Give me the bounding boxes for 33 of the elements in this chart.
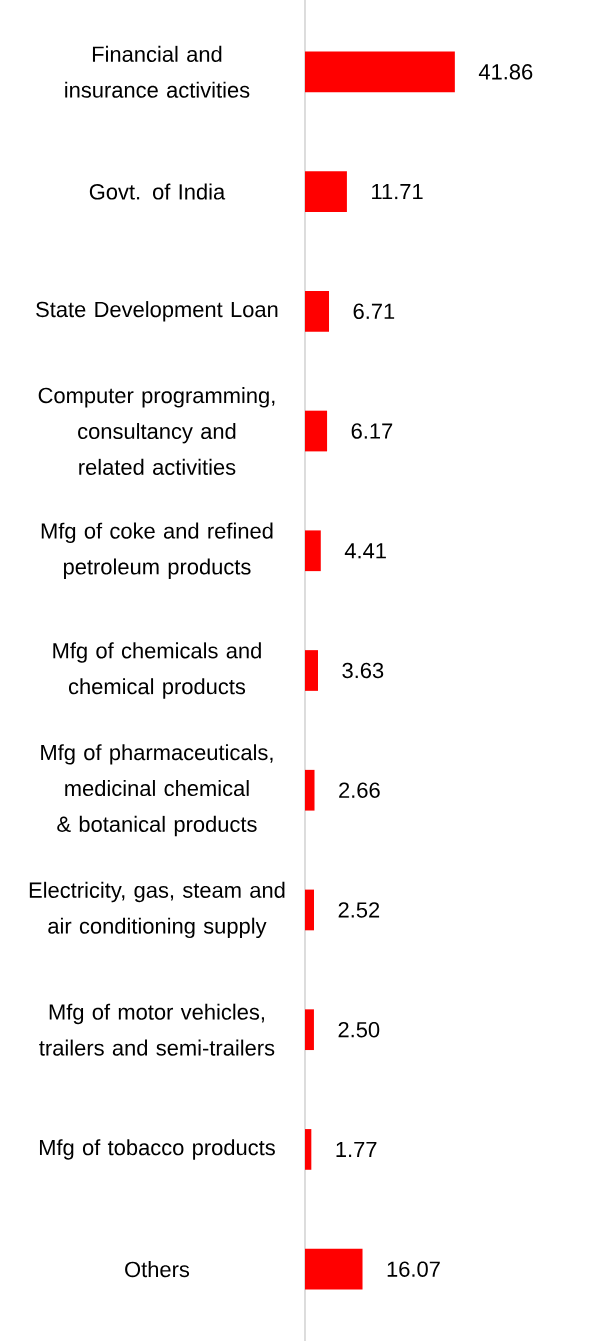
y-tick-label: Mfg of motor vehicles, trailers and semi-trailers xyxy=(39,1003,275,1056)
bar xyxy=(304,51,455,93)
y-tick-label: Electricity, gas, steam and air conditioning supply xyxy=(29,881,285,939)
bar xyxy=(304,769,315,811)
bar xyxy=(304,290,330,332)
data-label: 6.71 xyxy=(353,303,395,320)
bar xyxy=(304,1248,363,1290)
bar xyxy=(304,889,315,931)
y-tick-label: Others xyxy=(125,1261,190,1278)
data-label: 1.77 xyxy=(336,1141,377,1157)
y-tick-label: Mfg of pharmaceuticals, medicinal chemical & botanical products xyxy=(41,744,273,837)
y-tick-label: State Development Loan xyxy=(36,301,278,322)
y-tick-label: Mfg of chemicals and chemical products xyxy=(53,642,261,699)
bar xyxy=(304,1009,314,1051)
y-tick-label: Computer programming, consultancy and related activities xyxy=(38,387,275,475)
data-label: 2.66 xyxy=(339,782,380,798)
data-label: 6.17 xyxy=(351,423,393,439)
y-tick-label: Mfg of coke and refined petroleum products xyxy=(41,522,273,579)
y-tick-label: Financial and insurance activities xyxy=(65,45,250,98)
bar xyxy=(304,530,321,572)
bar xyxy=(304,1129,312,1170)
y-tick-label: Govt. of India xyxy=(89,183,226,200)
data-label: 3.63 xyxy=(342,662,384,679)
bar xyxy=(304,171,347,212)
data-label: 16.07 xyxy=(387,1261,440,1277)
y-tick-label: Mfg of tobacco products xyxy=(39,1139,275,1160)
data-label: 41.86 xyxy=(478,64,533,80)
bar xyxy=(304,410,328,452)
data-label: 2.52 xyxy=(338,902,380,918)
bar xyxy=(304,650,318,691)
data-label: 4.41 xyxy=(344,543,386,559)
data-label: 11.71 xyxy=(372,184,423,200)
data-label: 2.50 xyxy=(338,1021,380,1038)
